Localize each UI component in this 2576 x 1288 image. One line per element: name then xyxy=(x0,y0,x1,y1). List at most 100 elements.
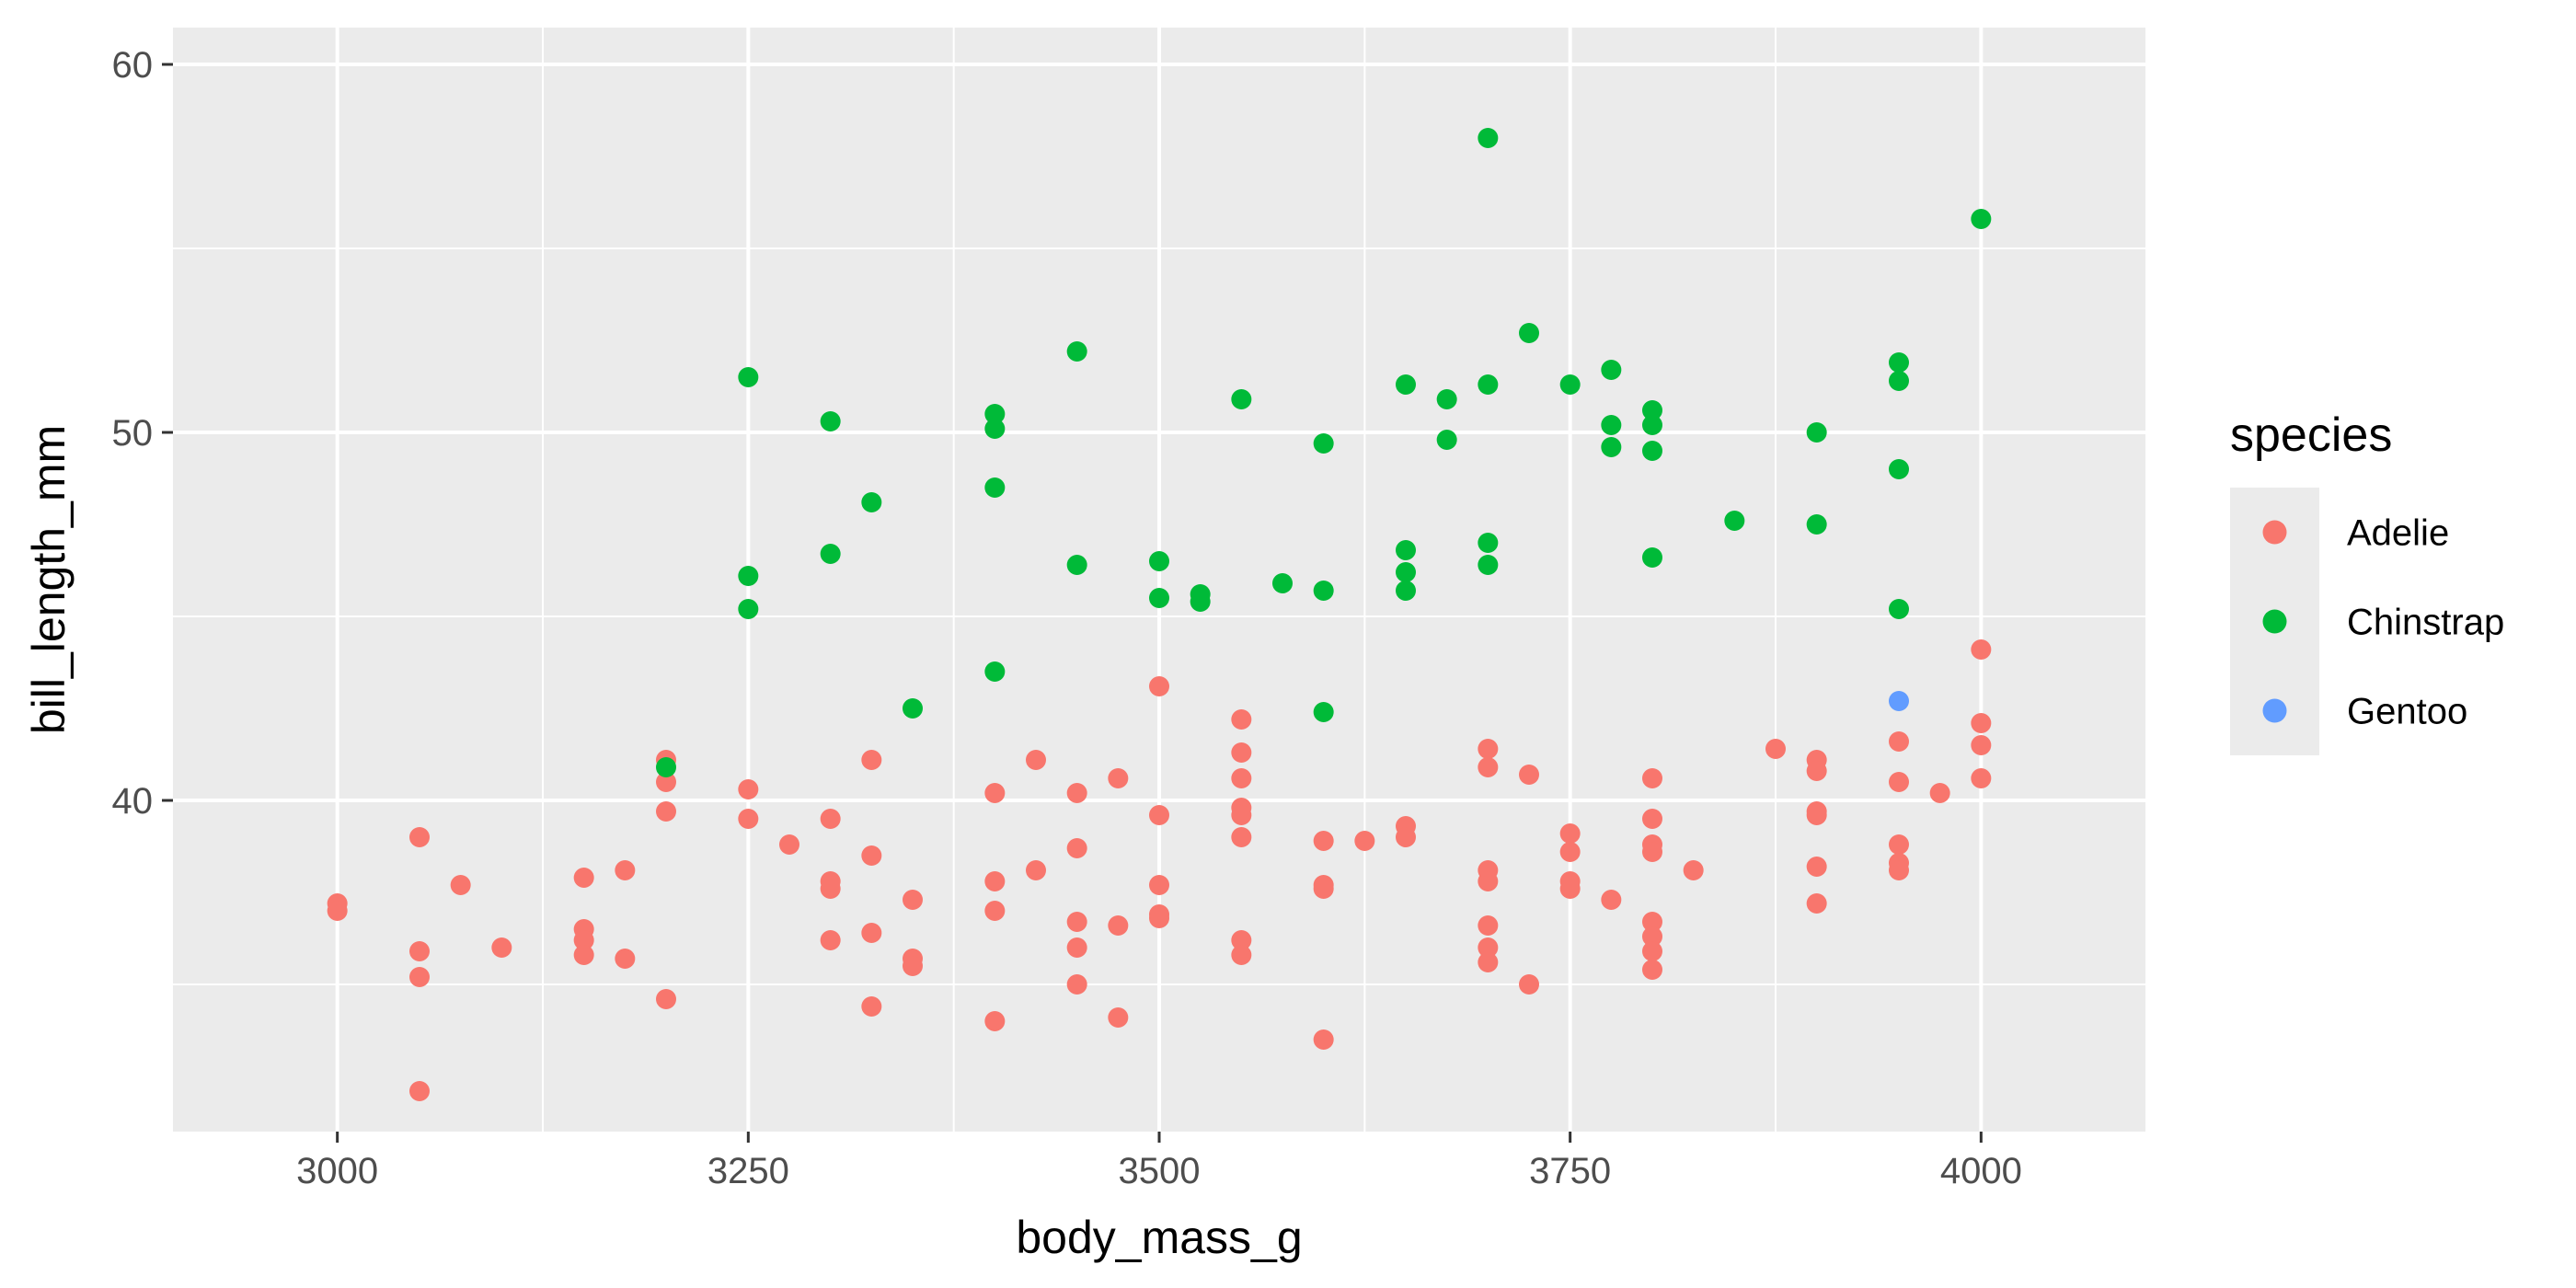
data-point-adelie xyxy=(738,779,759,799)
data-point-adelie xyxy=(1642,926,1662,947)
data-point-adelie xyxy=(1108,1007,1129,1028)
data-point-chinstrap xyxy=(1396,540,1416,560)
data-point-adelie xyxy=(1806,761,1827,781)
data-point-adelie xyxy=(1806,857,1827,877)
data-point-adelie xyxy=(1149,676,1169,696)
data-point-chinstrap xyxy=(1601,415,1622,435)
x-tick-label: 3500 xyxy=(1119,1151,1201,1191)
data-point-adelie xyxy=(861,996,882,1017)
data-point-adelie xyxy=(1642,960,1662,980)
data-point-adelie xyxy=(1313,831,1334,851)
y-axis: 40 50 60 xyxy=(112,45,173,822)
data-point-adelie xyxy=(861,923,882,943)
data-point-adelie xyxy=(1889,860,1909,880)
data-point-adelie xyxy=(409,941,430,961)
x-tick-label: 3750 xyxy=(1529,1151,1611,1191)
data-point-chinstrap xyxy=(1313,702,1334,722)
data-point-chinstrap xyxy=(1601,360,1622,380)
data-point-gentoo xyxy=(1889,691,1909,711)
data-point-adelie xyxy=(1642,842,1662,862)
data-point-adelie xyxy=(1642,809,1662,829)
data-point-adelie xyxy=(1066,974,1087,995)
data-point-chinstrap xyxy=(1519,323,1539,343)
x-tick-label: 4000 xyxy=(1940,1151,2022,1191)
data-point-adelie xyxy=(1108,915,1129,936)
data-point-adelie xyxy=(820,809,841,829)
data-point-adelie xyxy=(1478,739,1499,759)
data-point-adelie xyxy=(1231,742,1252,763)
data-point-adelie xyxy=(1313,1029,1334,1050)
legend-key-adelie xyxy=(2262,520,2287,545)
data-point-chinstrap xyxy=(1396,374,1416,395)
data-point-chinstrap xyxy=(984,477,1006,498)
data-point-adelie xyxy=(1929,783,1950,803)
legend-label-gentoo: Gentoo xyxy=(2347,692,2467,732)
data-point-adelie xyxy=(1765,739,1786,759)
data-point-chinstrap xyxy=(1889,459,1909,479)
data-point-adelie xyxy=(1354,831,1375,851)
data-point-adelie xyxy=(1231,768,1252,788)
legend-label-chinstrap: Chinstrap xyxy=(2347,603,2504,643)
data-point-chinstrap xyxy=(1436,430,1457,450)
data-point-adelie xyxy=(450,875,471,895)
data-point-adelie xyxy=(984,871,1006,891)
data-point-chinstrap xyxy=(738,599,759,619)
data-point-chinstrap xyxy=(1066,555,1087,575)
x-tick-label: 3000 xyxy=(296,1151,378,1191)
data-point-adelie xyxy=(820,879,841,899)
data-point-adelie xyxy=(984,1011,1006,1031)
data-point-adelie xyxy=(1231,709,1252,730)
data-point-adelie xyxy=(1026,860,1046,880)
data-point-adelie xyxy=(615,949,636,969)
data-point-adelie xyxy=(738,809,759,829)
data-point-adelie xyxy=(573,930,594,950)
data-point-adelie xyxy=(1559,842,1581,862)
data-point-adelie xyxy=(1478,871,1499,891)
data-point-adelie xyxy=(1642,768,1662,788)
data-point-adelie xyxy=(1149,805,1169,825)
data-point-adelie xyxy=(1313,879,1334,899)
data-point-adelie xyxy=(1478,757,1499,777)
data-point-adelie xyxy=(1559,879,1581,899)
data-point-chinstrap xyxy=(1806,422,1827,443)
data-point-chinstrap xyxy=(1313,433,1334,454)
y-tick-label: 50 xyxy=(112,413,154,454)
data-point-chinstrap xyxy=(738,566,759,586)
data-point-chinstrap xyxy=(1889,352,1909,373)
data-point-chinstrap xyxy=(1396,581,1416,601)
data-point-adelie xyxy=(861,845,882,866)
data-point-adelie xyxy=(1149,875,1169,895)
data-point-adelie xyxy=(1642,941,1662,961)
data-point-chinstrap xyxy=(984,661,1006,682)
data-point-chinstrap xyxy=(984,404,1006,424)
legend-key-chinstrap xyxy=(2262,609,2287,634)
data-point-chinstrap xyxy=(820,411,841,431)
data-point-adelie xyxy=(1066,912,1087,932)
data-point-chinstrap xyxy=(1272,573,1293,593)
data-point-adelie xyxy=(1519,974,1539,995)
data-point-adelie xyxy=(409,967,430,987)
data-point-adelie xyxy=(1806,805,1827,825)
data-point-adelie xyxy=(1478,952,1499,972)
data-point-adelie xyxy=(1642,912,1662,932)
data-point-adelie xyxy=(861,750,882,770)
data-points xyxy=(327,128,1992,1101)
data-point-adelie xyxy=(1683,860,1704,880)
data-point-chinstrap xyxy=(1231,389,1252,409)
y-tick-label: 60 xyxy=(112,45,154,86)
data-point-chinstrap xyxy=(1478,374,1499,395)
data-point-chinstrap xyxy=(1190,592,1211,612)
data-point-chinstrap xyxy=(656,757,676,777)
data-point-adelie xyxy=(1971,768,1992,788)
data-point-chinstrap xyxy=(1889,371,1909,391)
legend-title: species xyxy=(2230,408,2392,462)
data-point-adelie xyxy=(1231,827,1252,847)
data-point-chinstrap xyxy=(1396,562,1416,582)
data-point-adelie xyxy=(1971,735,1992,755)
data-point-adelie xyxy=(1971,639,1992,660)
data-point-adelie xyxy=(1889,834,1909,855)
data-point-adelie xyxy=(1149,908,1169,928)
data-point-adelie xyxy=(984,901,1006,921)
data-point-adelie xyxy=(1889,772,1909,792)
